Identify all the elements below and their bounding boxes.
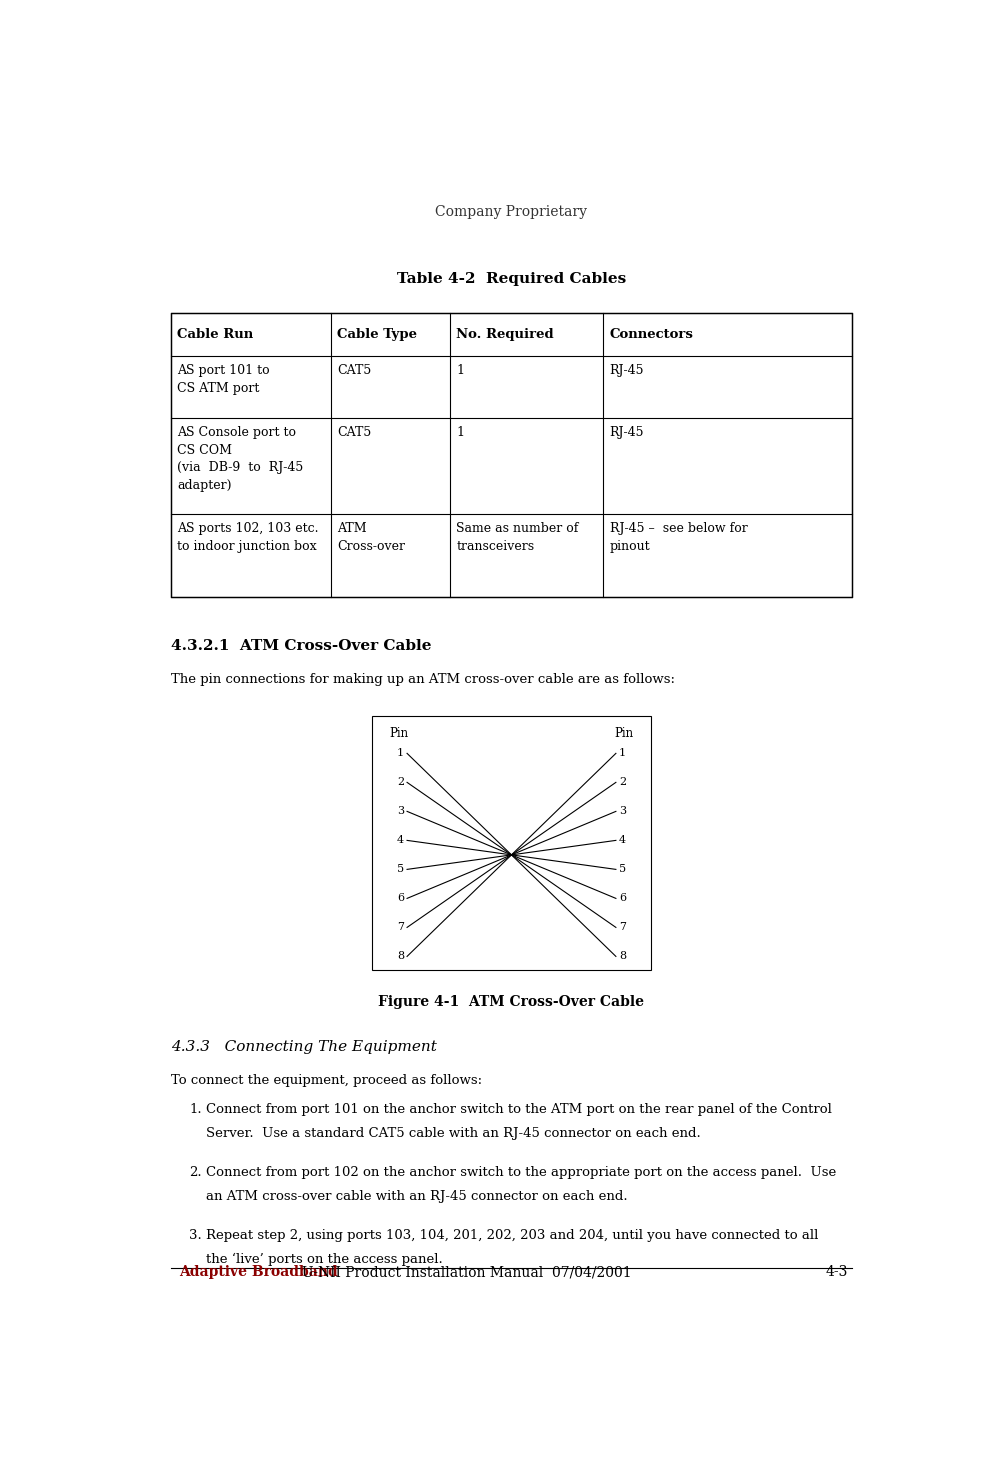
Text: RJ-45 –  see below for
pinout: RJ-45 – see below for pinout [610, 522, 748, 552]
Text: Table 4-2  Required Cables: Table 4-2 Required Cables [397, 271, 626, 286]
Bar [372, 716, 651, 970]
Text: RJ-45: RJ-45 [610, 365, 644, 377]
Text: 5: 5 [619, 864, 626, 875]
Text: Repeat step 2, using ports 103, 104, 201, 202, 203 and 204, until you have conne: Repeat step 2, using ports 103, 104, 201… [206, 1229, 818, 1242]
Text: Connect from port 102 on the anchor switch to the appropriate port on the access: Connect from port 102 on the anchor swit… [206, 1166, 836, 1179]
Text: Company Proprietary: Company Proprietary [435, 205, 588, 220]
Text: 7: 7 [397, 923, 404, 932]
Text: 4: 4 [397, 835, 404, 845]
Text: Cable Type: Cable Type [337, 328, 417, 341]
Text: 4.3.2.1  ATM Cross-Over Cable: 4.3.2.1 ATM Cross-Over Cable [172, 639, 432, 653]
Text: 1: 1 [397, 749, 404, 759]
Text: 4.3.3   Connecting The Equipment: 4.3.3 Connecting The Equipment [172, 1040, 437, 1053]
Text: 6: 6 [397, 894, 404, 904]
Text: AS port 101 to
CS ATM port: AS port 101 to CS ATM port [178, 365, 270, 394]
Text: Adaptive Broadband: Adaptive Broadband [179, 1266, 337, 1279]
Text: RJ-45: RJ-45 [610, 426, 644, 440]
Text: 1: 1 [619, 749, 626, 759]
Text: an ATM cross-over cable with an RJ-45 connector on each end.: an ATM cross-over cable with an RJ-45 co… [206, 1190, 628, 1203]
Bar [172, 314, 851, 596]
Text: U-NII Product Installation Manual  07/04/2001: U-NII Product Installation Manual 07/04/… [293, 1266, 632, 1279]
Text: 1: 1 [456, 365, 464, 377]
Text: 7: 7 [619, 923, 626, 932]
Text: Connectors: Connectors [610, 328, 694, 341]
Text: No. Required: No. Required [456, 328, 554, 341]
Text: 3.: 3. [190, 1229, 202, 1242]
Text: To connect the equipment, proceed as follows:: To connect the equipment, proceed as fol… [172, 1074, 482, 1087]
Text: Figure 4-1  ATM Cross-Over Cable: Figure 4-1 ATM Cross-Over Cable [378, 995, 645, 1009]
Text: Connect from port 101 on the anchor switch to the ATM port on the rear panel of : Connect from port 101 on the anchor swit… [206, 1103, 832, 1116]
Text: 8: 8 [397, 951, 404, 961]
Text: Pin: Pin [389, 728, 408, 740]
Text: 1.: 1. [190, 1103, 202, 1116]
Text: AS Console port to
CS COM
(via  DB-9  to  RJ-45
adapter): AS Console port to CS COM (via DB-9 to R… [178, 426, 303, 492]
Text: Pin: Pin [615, 728, 634, 740]
Text: Cable Run: Cable Run [178, 328, 253, 341]
Text: Server.  Use a standard CAT5 cable with an RJ-45 connector on each end.: Server. Use a standard CAT5 cable with a… [206, 1127, 701, 1140]
Text: 3: 3 [619, 806, 626, 816]
Text: The pin connections for making up an ATM cross-over cable are as follows:: The pin connections for making up an ATM… [172, 674, 676, 686]
Text: CAT5: CAT5 [337, 365, 371, 377]
Text: Same as number of
transceivers: Same as number of transceivers [456, 522, 579, 552]
Text: 8: 8 [619, 951, 626, 961]
Text: 2: 2 [619, 778, 626, 787]
Text: 2.: 2. [190, 1166, 202, 1179]
Text: 5: 5 [397, 864, 404, 875]
Text: 3: 3 [397, 806, 404, 816]
Text: ATM
Cross-over: ATM Cross-over [337, 522, 405, 552]
Text: CAT5: CAT5 [337, 426, 371, 440]
Text: 1: 1 [456, 426, 464, 440]
Text: AS ports 102, 103 etc.
to indoor junction box: AS ports 102, 103 etc. to indoor junctio… [178, 522, 318, 552]
Text: 6: 6 [619, 894, 626, 904]
Text: 4-3: 4-3 [825, 1266, 848, 1279]
Text: 4: 4 [619, 835, 626, 845]
Text: the ‘live’ ports on the access panel.: the ‘live’ ports on the access panel. [206, 1253, 443, 1266]
Text: 2: 2 [397, 778, 404, 787]
